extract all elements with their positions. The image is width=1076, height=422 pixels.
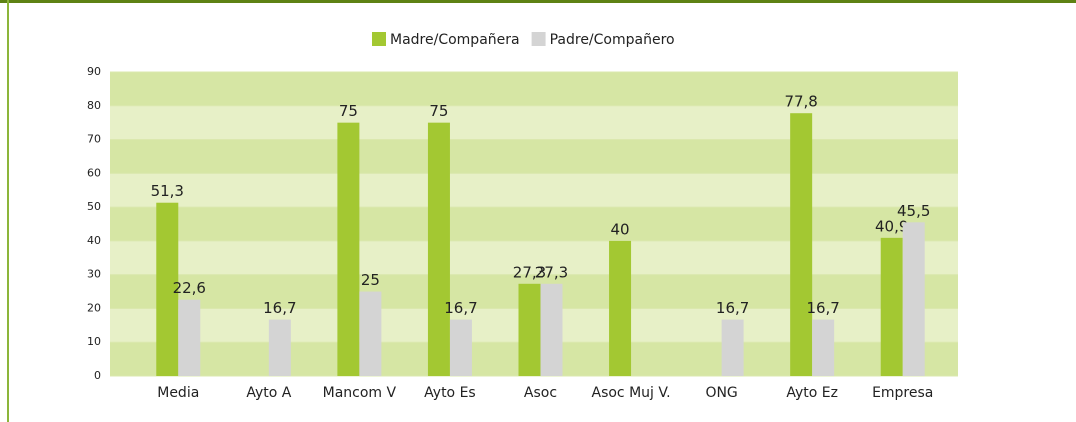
bar — [790, 113, 813, 376]
bar — [268, 319, 291, 376]
x-tick-label: Ayto Es — [424, 385, 476, 401]
bar — [449, 319, 472, 376]
left-border — [7, 0, 9, 422]
legend-label: Padre/Compañero — [550, 32, 675, 48]
value-label: 16,7 — [263, 299, 296, 317]
value-label: 45,5 — [897, 202, 930, 220]
y-tick-label: 0 — [94, 369, 101, 382]
bar — [359, 291, 382, 376]
value-label: 75 — [339, 102, 358, 120]
x-tick-label: ONG — [705, 385, 737, 401]
value-label: 40 — [611, 220, 630, 238]
bar — [178, 299, 201, 376]
y-tick-label: 60 — [87, 166, 101, 179]
y-tick-label: 20 — [87, 301, 101, 314]
bar — [540, 283, 563, 376]
grid-band — [110, 105, 958, 140]
grid-band — [110, 173, 958, 208]
bar — [812, 319, 835, 376]
value-label: 77,8 — [784, 93, 817, 111]
grid-band — [110, 139, 958, 174]
bar — [609, 240, 632, 376]
legend-swatch — [372, 32, 386, 46]
y-tick-label: 40 — [87, 234, 101, 247]
bar — [156, 202, 179, 376]
x-tick-label: Asoc Muj V. — [592, 385, 671, 401]
value-label: 27,3 — [513, 263, 546, 281]
x-tick-label: Mancom V — [323, 385, 397, 401]
bar — [902, 222, 925, 376]
x-tick-label: Ayto A — [246, 385, 291, 401]
value-label: 27,3 — [535, 263, 568, 281]
value-label: 40,9 — [875, 217, 908, 235]
value-label: 25 — [361, 271, 380, 289]
value-label: 75 — [429, 102, 448, 120]
value-label: 16,7 — [716, 299, 749, 317]
x-tick-label: Ayto Ez — [786, 385, 838, 401]
x-tick-label: Asoc — [524, 385, 557, 401]
y-tick-label: 30 — [87, 268, 101, 281]
grid-band — [110, 207, 958, 241]
bar — [721, 319, 744, 376]
x-tick-label: Media — [157, 385, 199, 401]
legend-label: Madre/Compañera — [390, 32, 520, 48]
top-border — [0, 0, 1076, 3]
value-label: 16,7 — [444, 299, 477, 317]
grid-band — [110, 72, 958, 106]
y-tick-label: 50 — [87, 200, 101, 213]
y-tick-label: 10 — [87, 335, 101, 348]
value-label: 16,7 — [806, 299, 839, 317]
bar — [337, 122, 360, 377]
bar — [427, 122, 450, 377]
bar — [518, 283, 541, 376]
y-tick-label: 90 — [87, 65, 101, 78]
grid-band — [110, 240, 958, 275]
y-tick-label: 70 — [87, 133, 101, 146]
x-tick-label: Empresa — [872, 385, 933, 401]
value-label: 51,3 — [151, 182, 184, 200]
y-tick-label: 80 — [87, 99, 101, 112]
legend-swatch — [531, 32, 546, 46]
bar — [880, 237, 903, 376]
value-label: 22,6 — [173, 279, 206, 297]
